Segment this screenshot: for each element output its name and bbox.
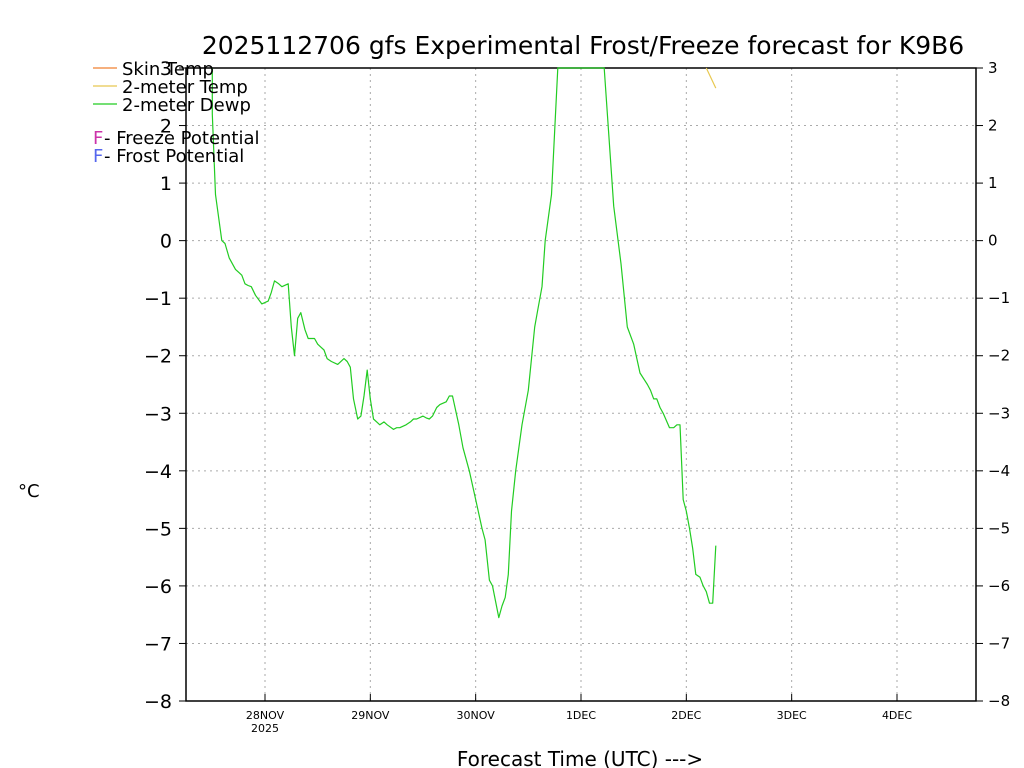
y-axis-left: −8 −7 −6 −5 −4 −3 −2 −1 0 1 2 3 — [144, 58, 186, 713]
potential-legend-label: - Frost Potential — [104, 146, 244, 167]
y-tick-label-left: −8 — [144, 691, 172, 713]
y-tick-label-left: −5 — [144, 518, 172, 540]
y-tick-label-right: −5 — [988, 519, 1010, 537]
potential-legend-letter: F — [93, 146, 103, 167]
y-axis-right: −8 −7 −6 −5 −4 −3 −2 −1 0 1 2 3 — [976, 59, 1010, 710]
potential-legend-label: - Freeze Potential — [104, 128, 260, 149]
x-axis-label: Forecast Time (UTC) ---> — [457, 747, 703, 768]
y-tick-label-left: −3 — [144, 403, 172, 425]
chart-title: 2025112706 gfs Experimental Frost/Freeze… — [202, 31, 964, 60]
y-tick-label-left: 0 — [160, 231, 172, 253]
legend-label: 2-meter Dewp — [122, 95, 251, 116]
y-tick-label-right: −4 — [988, 462, 1010, 480]
y-tick-label-right: −3 — [988, 404, 1010, 422]
y-tick-label-left: −2 — [144, 346, 172, 368]
y-tick-label-right: 3 — [988, 59, 998, 77]
y-tick-label-left: −1 — [144, 288, 172, 310]
x-tick-sublabel: 2025 — [251, 722, 279, 735]
x-tick-label: 29NOV — [351, 709, 390, 722]
x-tick-label: 28NOV — [246, 709, 285, 722]
y-tick-label-right: 2 — [988, 117, 998, 135]
x-tick-label: 1DEC — [566, 709, 596, 722]
x-tick-label: 2DEC — [671, 709, 701, 722]
y-tick-label-left: −7 — [144, 633, 172, 655]
y-tick-label-left: 1 — [160, 173, 172, 195]
y-tick-label-right: −1 — [988, 289, 1010, 307]
x-tick-label: 30NOV — [457, 709, 496, 722]
y-tick-label-left: −4 — [144, 461, 172, 483]
y-tick-label-right: 0 — [988, 232, 998, 250]
y-axis-label: °C — [18, 481, 40, 502]
y-tick-label-left: 2 — [160, 116, 172, 138]
y-tick-label-right: −6 — [988, 577, 1010, 595]
legend-label: Skin Temp — [122, 59, 214, 80]
legend-label: 2-meter Temp — [122, 77, 248, 98]
series-line-2-meter-temp — [705, 67, 717, 89]
y-tick-label-right: −2 — [988, 347, 1010, 365]
x-tick-label: 3DEC — [777, 709, 807, 722]
x-tick-label: 4DEC — [882, 709, 912, 722]
y-tick-label-left: −6 — [144, 576, 172, 598]
y-tick-label-right: −8 — [988, 692, 1010, 710]
potential-legend-letter: F — [93, 128, 103, 149]
y-tick-label-right: 1 — [988, 174, 998, 192]
series-group — [211, 67, 717, 619]
y-tick-label-left: 3 — [160, 58, 172, 80]
series-line-2-meter-dewp — [211, 67, 717, 619]
y-tick-label-right: −7 — [988, 634, 1010, 652]
